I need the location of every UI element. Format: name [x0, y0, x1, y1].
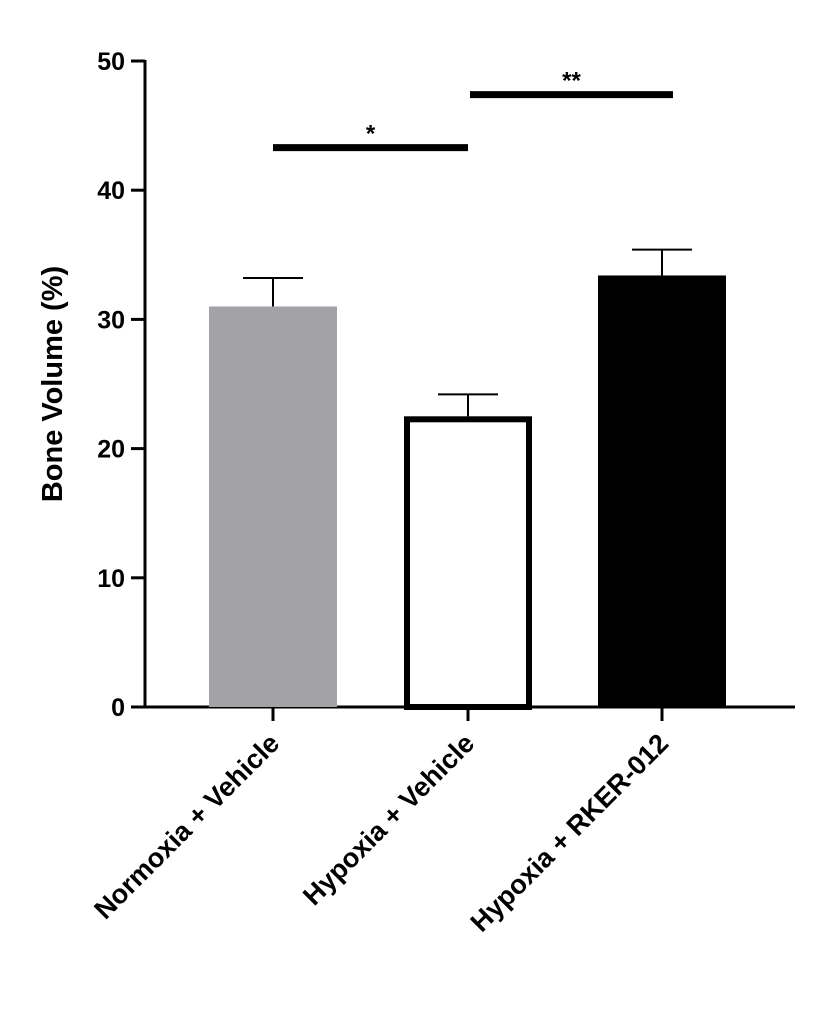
- y-tick-label: 0: [111, 694, 125, 722]
- y-axis-label: Bone Volume (%): [37, 266, 69, 502]
- x-category-label: Hypoxia + Vehicle: [297, 728, 480, 911]
- y-tick-label: 40: [97, 177, 125, 205]
- significance-label: **: [562, 68, 581, 95]
- y-tick-label: 20: [97, 436, 125, 464]
- y-tick-label: 30: [97, 306, 125, 334]
- y-tick-label: 10: [97, 565, 125, 593]
- y-tick-label: 50: [97, 48, 125, 76]
- significance-label: *: [366, 121, 376, 148]
- x-category-label: Hypoxia + RKER-012: [465, 728, 675, 938]
- bar: [404, 416, 532, 710]
- bar: [598, 275, 726, 707]
- bar: [209, 306, 337, 707]
- x-category-label: Normoxia + Vehicle: [88, 728, 285, 925]
